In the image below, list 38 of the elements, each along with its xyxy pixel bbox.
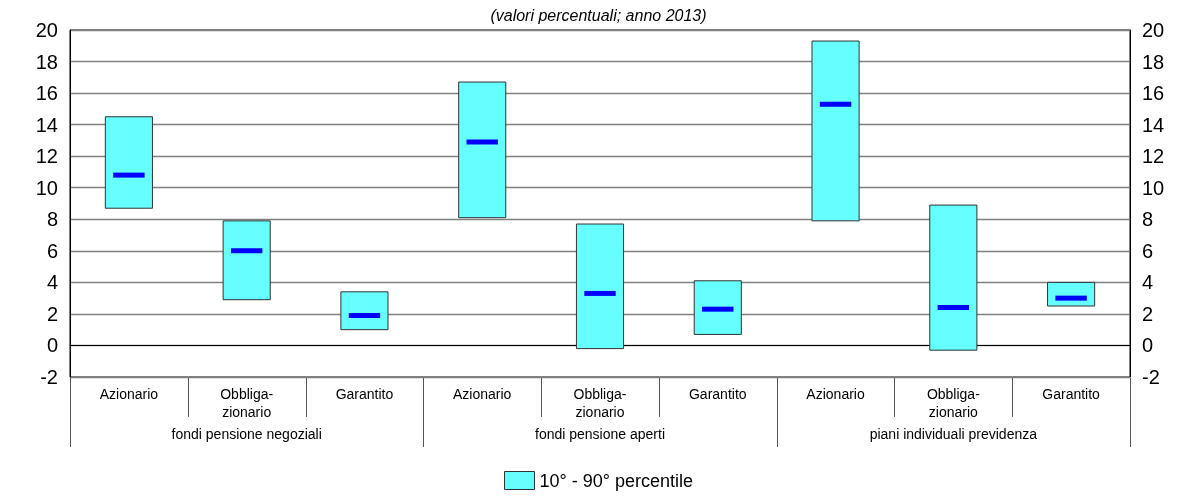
x-tick-label: Obbliga- zionario: [573, 386, 627, 420]
y-tick-label: 0: [46, 334, 58, 357]
y-tick-label: 14: [35, 113, 58, 136]
y-tick-label: 4: [46, 271, 58, 294]
chart-subtitle: (valori percentuali; anno 2013): [490, 6, 707, 24]
text: fondi pensione negoziali: [171, 426, 322, 442]
y-tick-label: 16: [35, 82, 58, 105]
legend-label: 10° - 90° percentile: [539, 470, 693, 491]
y-tick-label: 2: [46, 302, 58, 325]
y-tick-label: -2: [40, 366, 58, 388]
y2-tick-label: 0: [1142, 334, 1154, 357]
x-tick-label: Azionario: [453, 386, 512, 402]
y2-tick-label: 16: [1142, 82, 1165, 105]
y-tick-label: 6: [46, 239, 58, 262]
x-tick-label: Garantito: [335, 386, 394, 402]
y2-tick-label: -2: [1142, 366, 1160, 388]
y-tick-label: 10: [35, 176, 58, 199]
y2-tick-label: 6: [1142, 239, 1154, 262]
y-tick-label: 12: [35, 145, 58, 168]
x-tick-label: Azionario: [806, 386, 865, 402]
y2-tick-label: 14: [1142, 113, 1165, 136]
y2-tick-label: 4: [1142, 271, 1154, 294]
y-tick-label: 20: [35, 19, 58, 41]
y2-tick-label: 8: [1142, 208, 1154, 231]
y2-tick-label: 12: [1142, 145, 1165, 168]
x-tick-label: Obbliga- zionario: [926, 386, 981, 420]
x-tick-label: Obbliga- zionario: [220, 386, 274, 420]
y2-tick-label: 18: [1142, 50, 1165, 73]
y-tick-label: 18: [35, 50, 58, 73]
x-tick-label: Garantito: [1042, 386, 1101, 402]
text: fondi pensione aperti: [535, 426, 665, 442]
y2-tick-label: 10: [1142, 176, 1165, 199]
y2-tick-label: 2: [1142, 302, 1154, 325]
x-tick-label: Garantito: [688, 386, 747, 402]
y-tick-label: 8: [46, 208, 58, 231]
x-tick-label: Azionario: [99, 386, 159, 402]
y2-tick-label: 20: [1142, 19, 1165, 41]
text: piani individuali previdenza: [869, 426, 1038, 442]
